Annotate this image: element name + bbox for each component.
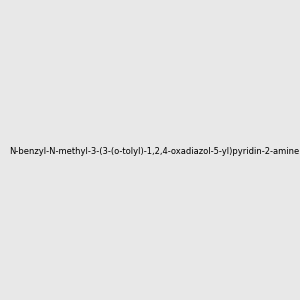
Text: N-benzyl-N-methyl-3-(3-(o-tolyl)-1,2,4-oxadiazol-5-yl)pyridin-2-amine: N-benzyl-N-methyl-3-(3-(o-tolyl)-1,2,4-o… (9, 147, 299, 156)
